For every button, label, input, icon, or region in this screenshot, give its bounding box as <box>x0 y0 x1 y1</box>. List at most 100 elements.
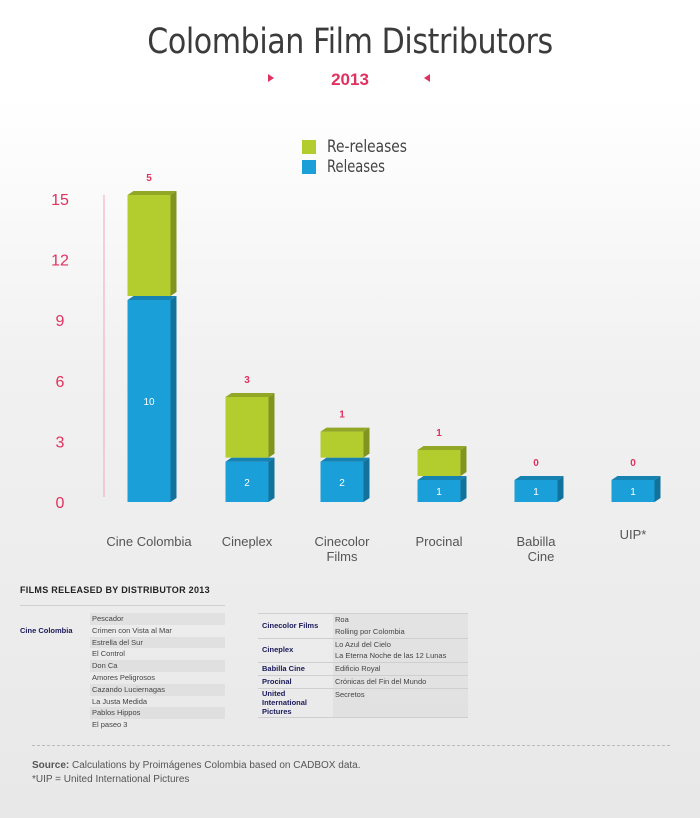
film-title: El paseo 3 <box>92 720 128 730</box>
film-title: Rolling por Colombia <box>335 626 405 636</box>
year-arrow-left-icon <box>424 74 430 82</box>
film-title: Pablos Hippos <box>92 708 141 718</box>
y-tick-label: 6 <box>56 374 65 391</box>
bar-rereleases-2-side <box>363 427 370 458</box>
table-distributor-name: Cinecolor Films <box>262 620 319 630</box>
film-title: Crimen con Vista al Mar <box>92 625 172 635</box>
y-tick-label: 15 <box>51 192 69 209</box>
film-title: Roa <box>335 615 349 624</box>
table-row: Don Ca <box>90 660 225 672</box>
film-title: Lo Azul del Cielo <box>335 639 391 649</box>
table-row: Roa <box>333 614 468 626</box>
bar-rereleases-1-front <box>225 397 269 458</box>
y-tick-label: 3 <box>56 434 65 451</box>
x-tick-label: Cine Colombia <box>106 534 192 549</box>
bar-releases-1-front <box>225 461 269 502</box>
source-note: Source: Calculations by Proimágenes Colo… <box>32 760 361 771</box>
bar-releases-0-side <box>170 296 177 502</box>
distributor-group: Babilla Cine Edificio Royal <box>258 662 468 675</box>
distributor-group: Cinecolor Films Roa Rolling por Colombia <box>258 613 468 638</box>
bar-releases-4-top <box>514 476 564 480</box>
legend-swatch-re-releases <box>302 140 316 154</box>
table-row: Crónicas del Fin del Mundo <box>333 676 468 688</box>
bar-rereleases-0-top <box>127 191 177 195</box>
bar-releases-2-side <box>363 457 370 502</box>
data-label-releases: 1 <box>630 487 636 498</box>
chart-title: Colombian Film Distributors <box>147 22 553 62</box>
year-arrow-right-icon <box>268 74 274 82</box>
film-title: Don Ca <box>92 661 118 671</box>
bar-releases-3-top <box>417 476 467 480</box>
bar-rereleases-1-side <box>268 393 275 458</box>
x-tick-label: Procinal <box>416 534 463 549</box>
legend-label-re-releases: Re-releases <box>327 137 407 157</box>
table-row: Crimen con Vista al Mar <box>90 625 225 637</box>
bar-releases-3-side <box>460 476 467 502</box>
table-row: Estrella del Sur <box>90 636 225 649</box>
film-title: Estrella del Sur <box>92 637 143 647</box>
bar-releases-1-top <box>225 457 275 462</box>
distributor-group: United International Pictures Secretos <box>258 687 468 717</box>
bar-releases-5-front <box>611 480 655 502</box>
bar-rereleases-2-front <box>320 431 364 458</box>
bar-releases-2-top <box>320 457 370 462</box>
data-label-rereleases: 0 <box>630 458 636 469</box>
table-row: Pescador <box>90 613 225 625</box>
bar-releases-2-front <box>320 461 364 502</box>
data-label-releases: 1 <box>533 487 539 498</box>
table-right-films: Cinecolor Films Roa Rolling por Colombia Ci… <box>258 613 468 718</box>
table-row: Edificio Royal <box>333 663 468 675</box>
y-tick-label: 9 <box>56 313 65 330</box>
table-rule-bottom <box>258 716 468 718</box>
x-tick-label: Babilla Cine <box>516 534 556 564</box>
data-label-releases: 10 <box>143 397 155 408</box>
table-rule-left <box>20 605 225 606</box>
bar-rereleases-3-front <box>417 450 461 476</box>
y-tick-label: 12 <box>51 253 69 270</box>
table-distributor-name: Cineplex <box>262 645 294 655</box>
data-label-rereleases: 1 <box>436 428 442 439</box>
table-row: La Justa Medida <box>90 696 225 708</box>
bar-rereleases-3-side <box>460 446 467 476</box>
table-row: Amores Peligrosos <box>90 672 225 684</box>
bar-rereleases-0-side <box>170 191 177 296</box>
y-tick-label: 0 <box>56 495 65 512</box>
x-tick-label: Cinecolor Films <box>315 534 371 564</box>
data-label-releases: 2 <box>244 478 250 489</box>
distributor-group: Procinal Crónicas del Fin del Mundo <box>258 674 468 688</box>
film-title: Secretos <box>335 689 365 699</box>
x-tick-label: Cineplex <box>222 534 273 549</box>
film-title: Edificio Royal <box>335 664 381 674</box>
table-row: El paseo 3 <box>90 719 225 731</box>
footnote: *UIP = United International Pictures <box>32 774 190 785</box>
bar-releases-3-front <box>417 480 461 502</box>
table-distributor-cine-colombia: Cine Colombia <box>20 626 73 635</box>
bar-releases-0-top <box>127 296 177 300</box>
bar-releases-4-front <box>514 480 558 502</box>
data-label-releases: 2 <box>339 478 345 489</box>
distributor-group: Cineplex Lo Azul del Cielo La Eterna Noche… <box>258 637 468 663</box>
film-title: Pescador <box>92 614 124 623</box>
table-row: Secretos <box>333 689 468 701</box>
film-title: La Eterna Noche de las 12 Lunas <box>335 651 447 661</box>
bar-releases-1-side <box>268 457 275 502</box>
source-divider <box>32 745 670 747</box>
data-label-rereleases: 3 <box>244 375 250 386</box>
film-title: El Control <box>92 649 125 659</box>
table-title: FILMS RELEASED BY DISTRIBUTOR 2013 <box>20 585 210 595</box>
table-left-films: Pescador Crimen con Vista al Mar Estrella … <box>90 613 225 731</box>
legend-label-releases: Releases <box>327 157 385 177</box>
table-row: Pablos Hippos <box>90 707 225 720</box>
bar-rereleases-0-front <box>127 195 171 296</box>
data-label-rereleases: 0 <box>533 458 539 469</box>
table-distributor-name: Procinal <box>262 676 292 686</box>
bar-releases-4-side <box>557 476 564 502</box>
table-row: Lo Azul del Cielo <box>333 639 468 651</box>
data-label-rereleases: 1 <box>339 410 345 421</box>
film-title: Cazando Luciernagas <box>92 684 165 694</box>
bar-rereleases-1-top <box>225 393 275 397</box>
bar-releases-5-top <box>611 476 661 480</box>
film-title: La Justa Medida <box>92 696 148 706</box>
film-title: Amores Peligrosos <box>92 672 155 682</box>
